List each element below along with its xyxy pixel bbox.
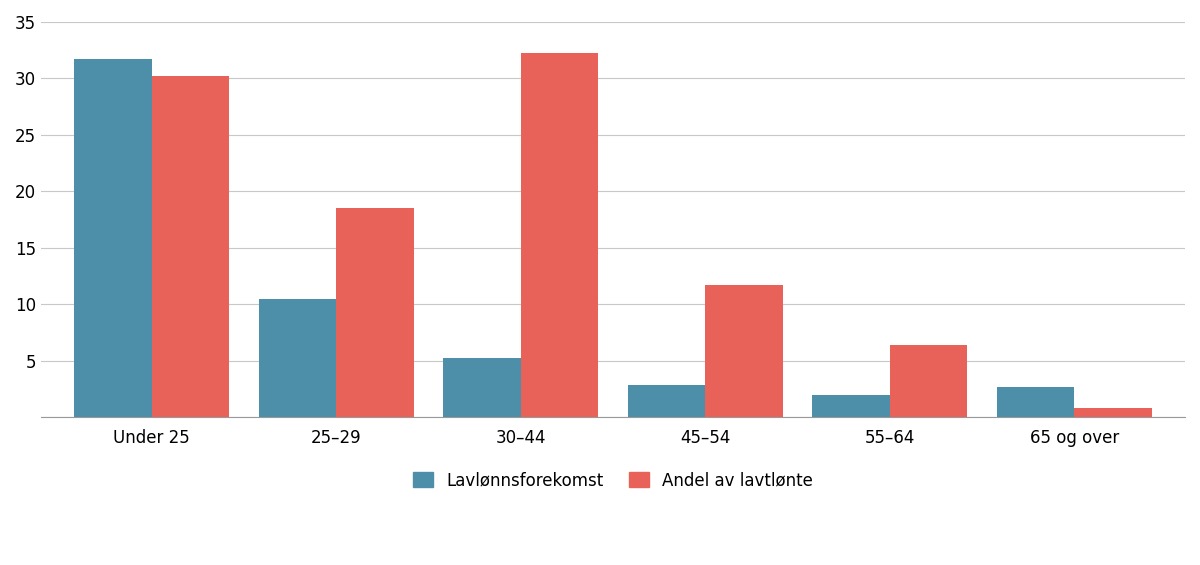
Bar	[1074, 408, 1152, 418]
Bar	[259, 299, 336, 418]
Bar	[74, 59, 151, 418]
Bar	[151, 76, 229, 418]
Legend: Lavlønnsforekomst, Andel av lavtlønte: Lavlønnsforekomst, Andel av lavtlønte	[407, 465, 820, 496]
Bar	[336, 208, 414, 418]
Bar	[443, 358, 521, 418]
Bar	[997, 387, 1074, 418]
Bar	[706, 285, 782, 418]
Bar	[521, 53, 599, 418]
Bar	[628, 385, 706, 418]
Bar	[889, 345, 967, 418]
Bar	[812, 395, 889, 418]
